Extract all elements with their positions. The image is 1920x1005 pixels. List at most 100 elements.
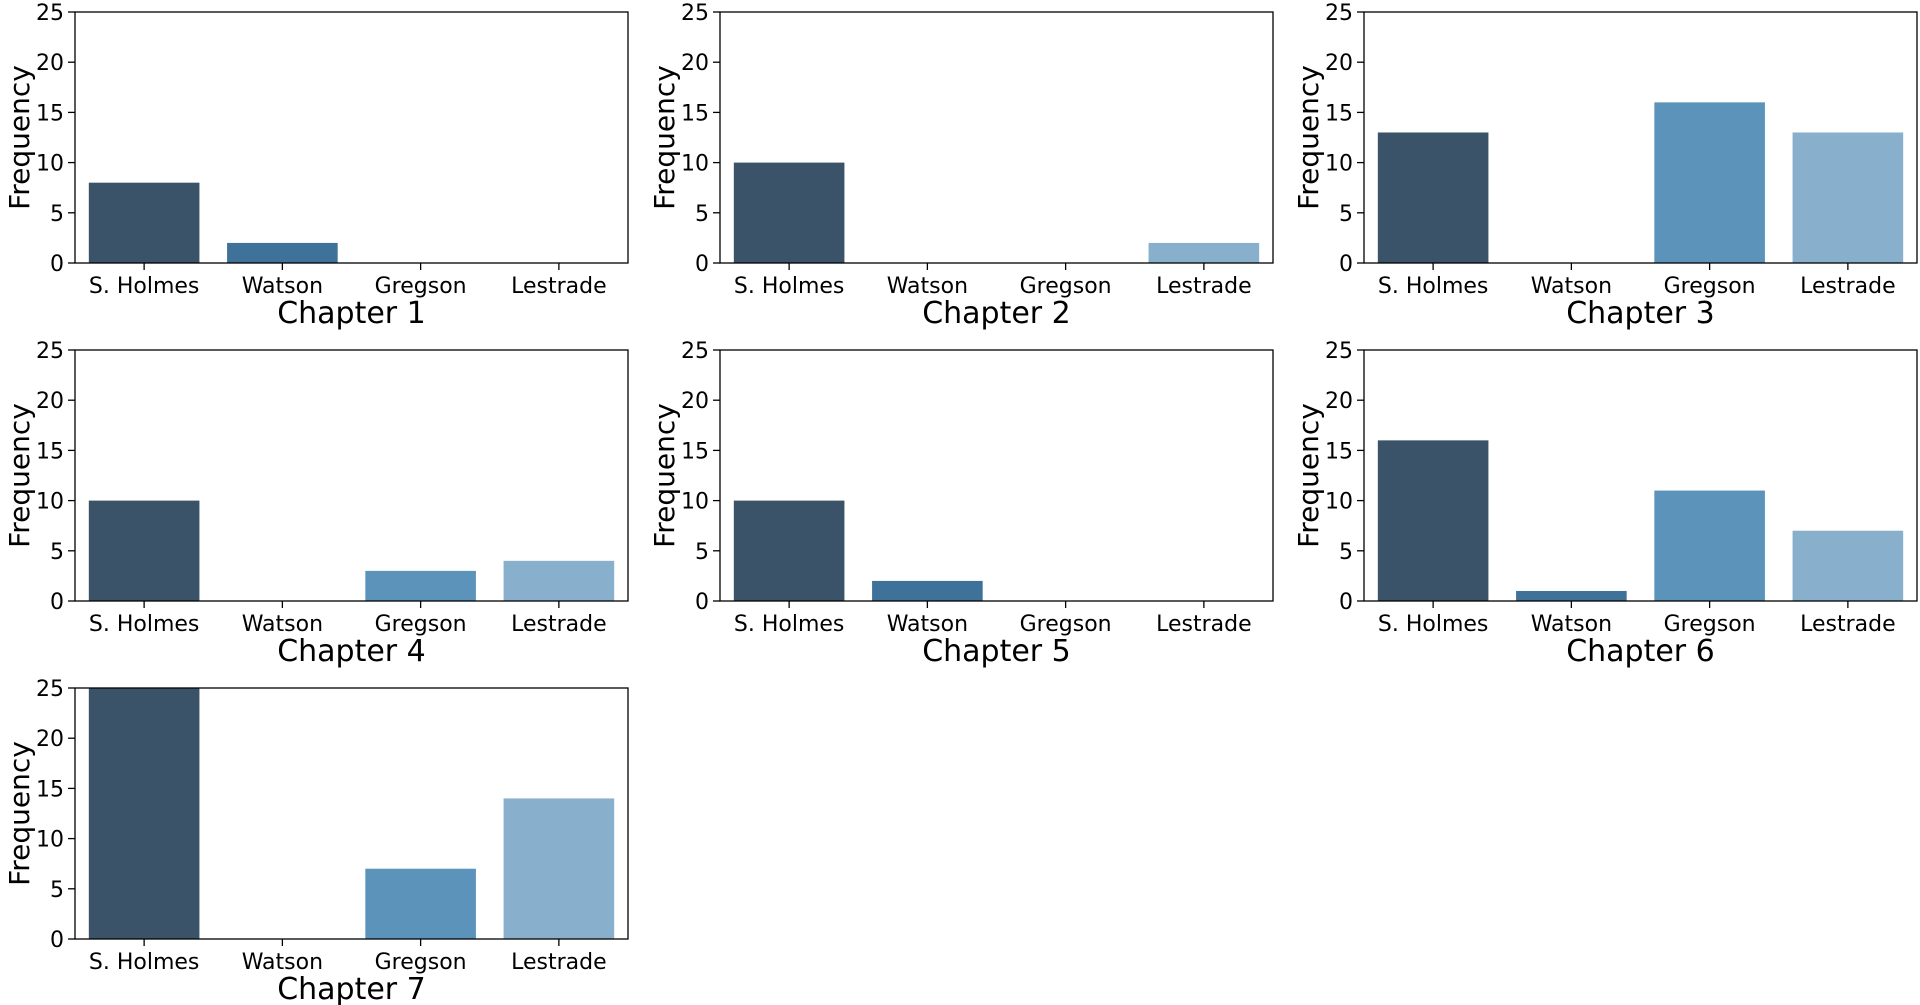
y-tick-label: 10 [36,152,64,177]
chapter-2-panel: 0 5 10 15 20 25 S. Holmes Watson Gregson Lestrade… [648,1,1274,331]
category-label: Lestrade [511,274,607,299]
category-label: Lestrade [1156,612,1252,637]
x-axis-label: Chapter 4 [277,634,426,669]
axes-frame [1363,11,1918,264]
bar-s-holmes [88,182,200,263]
category-label: Gregson [375,274,467,299]
y-tick-label: 10 [681,490,709,515]
y-tick-label: 10 [1325,152,1353,177]
category-label: S. Holmes [89,950,200,975]
bar-s-holmes [1377,440,1489,601]
bar-s-holmes [733,162,845,263]
category-label: S. Holmes [89,612,200,637]
y-tick-label: 15 [36,777,64,802]
y-tick-label: 5 [1339,202,1353,227]
y-tick-label: 15 [36,439,64,464]
x-axis-label: Chapter 6 [1566,634,1715,669]
axes-frame [719,349,1274,602]
y-tick-label: 25 [36,339,64,364]
bar-lestrade [1792,132,1904,263]
y-tick-label: 10 [36,828,64,853]
bar-s-holmes [88,688,200,939]
y-tick-label: 5 [50,878,64,903]
y-tick-label: 20 [36,389,64,414]
y-tick-label: 20 [681,389,709,414]
bar-watson [872,580,983,601]
category-label: Lestrade [511,950,607,975]
y-tick-label: 25 [1325,1,1353,26]
y-tick-label: 5 [50,540,64,565]
y-tick-label: 20 [681,51,709,76]
category-label: Gregson [375,612,467,637]
bar-s-holmes [88,500,200,601]
category-label: Watson [1531,274,1612,299]
y-tick-label: 15 [1325,439,1353,464]
category-label: S. Holmes [1378,274,1489,299]
y-tick-label: 5 [50,202,64,227]
y-tick-label: 0 [695,252,709,277]
x-axis-label: Chapter 1 [277,296,426,331]
y-tick-label: 0 [1339,252,1353,277]
bar-gregson [1654,102,1765,263]
category-label: Gregson [1664,612,1756,637]
axes-frame [74,349,629,602]
chapter-4-panel: 0 5 10 15 20 25 S. Holmes Watson Gregson Lestrade… [3,339,629,669]
bar-lestrade [503,560,615,601]
y-tick-label: 10 [1325,490,1353,515]
category-label: Gregson [1020,612,1112,637]
y-tick-label: 10 [36,490,64,515]
y-tick-label: 25 [681,1,709,26]
y-tick-label: 5 [1339,540,1353,565]
y-tick-label: 0 [695,590,709,615]
category-label: S. Holmes [1378,612,1489,637]
bar-s-holmes [733,500,845,601]
bar-lestrade [1148,242,1260,263]
category-label: Lestrade [1156,274,1252,299]
y-tick-label: 5 [695,540,709,565]
bar-gregson [365,868,476,939]
y-tick-label: 15 [1325,101,1353,126]
bar-s-holmes [1377,132,1489,263]
y-tick-label: 0 [1339,590,1353,615]
category-label: Watson [242,950,323,975]
category-label: Gregson [1664,274,1756,299]
category-label: Lestrade [1800,274,1896,299]
category-label: Watson [242,612,323,637]
category-label: Watson [1531,612,1612,637]
category-label: Watson [242,274,323,299]
y-axis-label: Frequency [648,65,681,210]
y-axis-label: Frequency [3,65,36,210]
y-axis-label: Frequency [1292,65,1325,210]
category-label: Watson [887,274,968,299]
bar-watson [227,242,338,263]
y-tick-label: 0 [50,252,64,277]
category-label: Lestrade [1800,612,1896,637]
y-tick-label: 10 [681,152,709,177]
x-axis-label: Chapter 2 [922,296,1071,331]
y-tick-label: 15 [36,101,64,126]
y-tick-label: 0 [50,590,64,615]
chapter-7-panel: 0 5 10 15 20 25 S. Holmes Watson Gregson Lestrade… [3,677,629,1005]
y-tick-label: 20 [1325,389,1353,414]
category-label: Gregson [375,950,467,975]
chapter-6-panel: 0 5 10 15 20 25 S. Holmes Watson Gregson Lestrade… [1292,339,1918,669]
x-axis-label: Chapter 5 [922,634,1071,669]
y-tick-label: 15 [681,101,709,126]
x-axis-label: Chapter 7 [277,972,426,1005]
axes-frame [1363,349,1918,602]
y-axis-label: Frequency [3,403,36,548]
y-tick-label: 25 [36,1,64,26]
category-label: Gregson [1020,274,1112,299]
y-tick-label: 20 [36,51,64,76]
y-tick-label: 5 [695,202,709,227]
axes-frame [74,687,629,940]
bar-gregson [365,570,476,601]
category-label: S. Holmes [734,612,845,637]
chapter-5-panel: 0 5 10 15 20 25 S. Holmes Watson Gregson Lestrade… [648,339,1274,669]
y-tick-label: 15 [681,439,709,464]
category-label: S. Holmes [89,274,200,299]
y-axis-label: Frequency [648,403,681,548]
axes-frame [719,11,1274,264]
category-label: Watson [887,612,968,637]
